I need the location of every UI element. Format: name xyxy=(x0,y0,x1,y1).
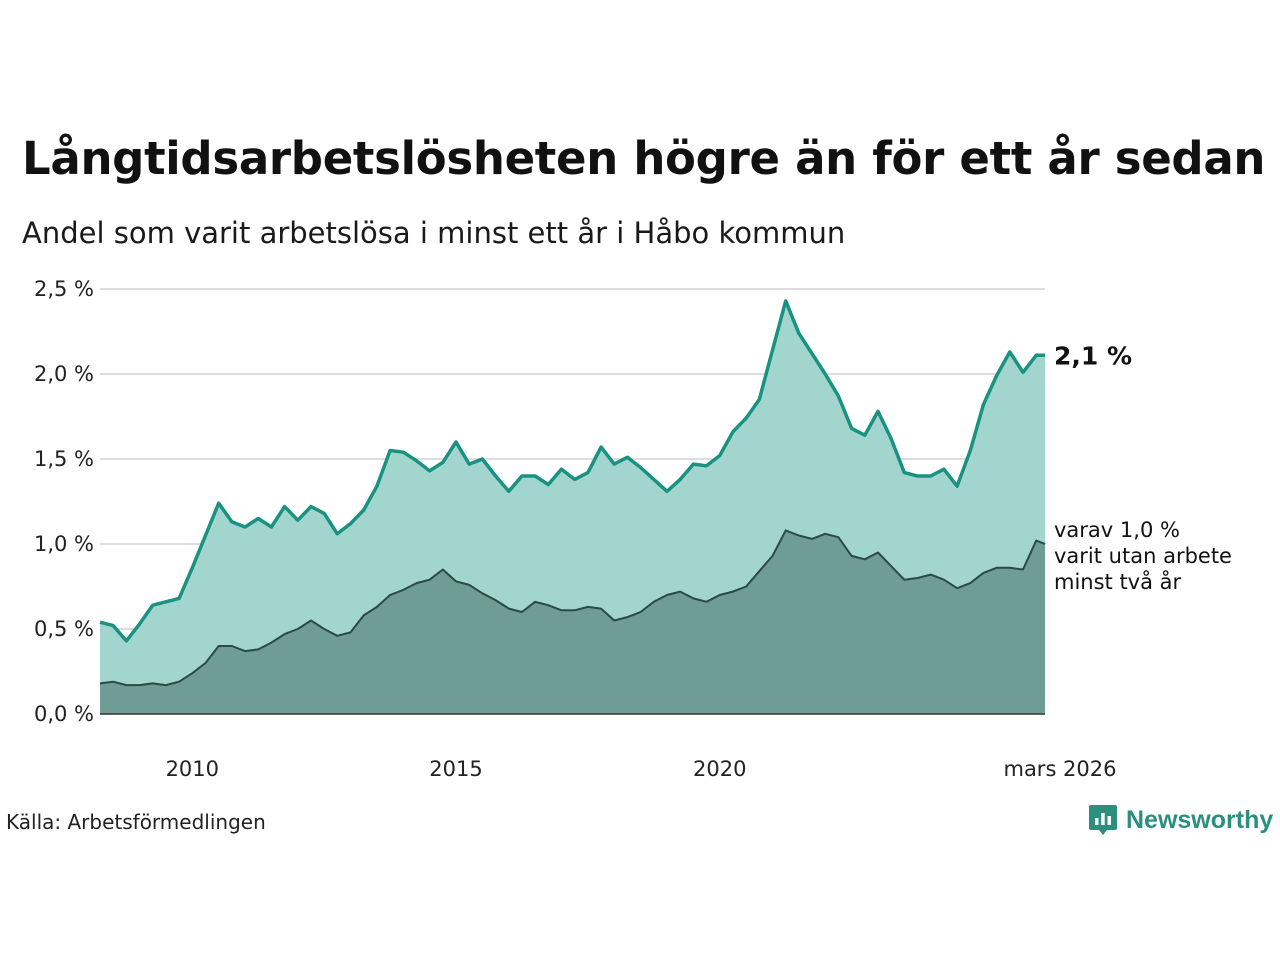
sub-series-label-line: varit utan arbete xyxy=(1054,544,1232,568)
y-tick-label: 1,0 % xyxy=(34,532,94,556)
y-tick-label: 2,5 % xyxy=(34,277,94,301)
x-tick-label: 2020 xyxy=(693,757,746,781)
x-tick-label: 2015 xyxy=(429,757,482,781)
brand-name: Newsworthy xyxy=(1126,805,1274,834)
source-note: Källa: Arbetsförmedlingen xyxy=(6,810,266,834)
end-value-label: 2,1 % xyxy=(1054,341,1132,370)
brand-logo[interactable]: Newsworthy xyxy=(1088,803,1273,837)
sub-series-label-line: minst två år xyxy=(1054,569,1182,594)
y-tick-label: 0,0 % xyxy=(34,702,94,726)
chart-title: Långtidsarbetslösheten högre än för ett … xyxy=(22,132,1266,185)
axes: 0,0 % 0,5 % 1,0 % 1,5 % 2,0 % 2,5 % 2010 2015 20… xyxy=(34,277,1117,781)
series-area-sub xyxy=(100,530,1045,714)
x-tick-label: 2010 xyxy=(166,757,219,781)
sub-series-label-line: varav 1,0 % xyxy=(1054,518,1180,542)
series-line-sub xyxy=(99,529,1046,687)
x-tick-label: mars 2026 xyxy=(1003,757,1116,781)
series-line-main xyxy=(99,299,1045,643)
newsworthy-logo-icon xyxy=(1089,805,1117,835)
y-tick-label: 1,5 % xyxy=(34,447,94,471)
plot-area xyxy=(99,299,1046,714)
chart-subtitle: Andel som varit arbetslösa i minst ett å… xyxy=(22,216,846,250)
y-tick-label: 0,5 % xyxy=(34,617,94,641)
y-tick-label: 2,0 % xyxy=(34,362,94,386)
